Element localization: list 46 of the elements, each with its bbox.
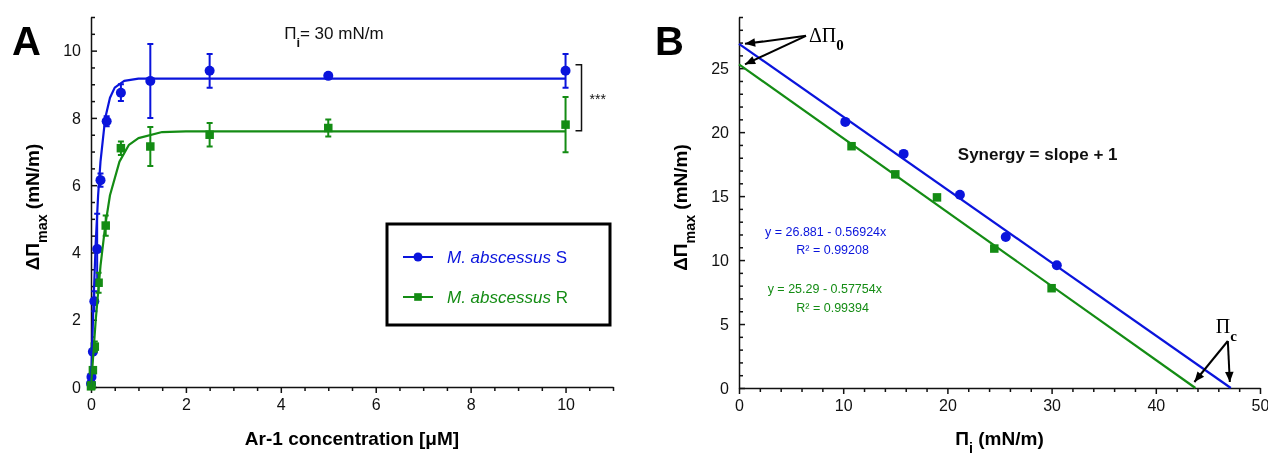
x-tick-label: 40 bbox=[1147, 397, 1166, 415]
annotation: R² = 0.99394 bbox=[796, 300, 869, 315]
y-tick-label: 25 bbox=[711, 59, 730, 77]
annotation: *** bbox=[589, 90, 607, 107]
x-tick-label: 50 bbox=[1251, 397, 1268, 415]
annotation: R² = 0.99208 bbox=[796, 243, 869, 258]
x-tick-label: 8 bbox=[466, 396, 476, 414]
point bbox=[146, 142, 155, 151]
y-tick-label: 0 bbox=[720, 379, 730, 397]
x-tick-label: 10 bbox=[557, 396, 576, 414]
y-tick-label: 8 bbox=[72, 109, 82, 127]
y-tick-label: 20 bbox=[711, 123, 730, 141]
y-tick-label: 10 bbox=[63, 42, 82, 60]
y-tick-label: 2 bbox=[72, 311, 82, 329]
x-axis-title: Ar-1 concentration [μM] bbox=[244, 428, 460, 449]
x-tick-label: 30 bbox=[1043, 397, 1062, 415]
y-tick-label: 10 bbox=[711, 251, 730, 269]
point bbox=[560, 65, 571, 76]
legend-label: M. abscessus S bbox=[447, 248, 567, 267]
point bbox=[561, 120, 570, 129]
x-tick-label: 4 bbox=[276, 396, 286, 414]
point bbox=[204, 65, 215, 76]
x-tick-label: 20 bbox=[939, 397, 957, 415]
point bbox=[932, 193, 942, 202]
x-axis-title: Π$_{i}$ (mN/m) bbox=[955, 428, 1044, 453]
annotation: y = 25.29 - 0.57754x bbox=[767, 282, 883, 297]
y-tick-label: 0 bbox=[72, 378, 82, 396]
annotation: Π$_{c}$ bbox=[1215, 315, 1238, 344]
y-tick-label: 6 bbox=[72, 176, 82, 194]
point bbox=[115, 87, 126, 98]
y-tick-label: 4 bbox=[72, 244, 82, 262]
annotation: Synergy = slope + 1 bbox=[957, 144, 1118, 164]
y-tick-label: 15 bbox=[711, 187, 730, 205]
x-tick-label: 6 bbox=[371, 396, 381, 414]
point bbox=[1000, 232, 1011, 243]
legend-label: M. abscessus R bbox=[447, 288, 568, 307]
chart-title: A bbox=[12, 19, 41, 63]
chart-title: B bbox=[655, 19, 684, 63]
x-tick-label: 2 bbox=[181, 396, 191, 414]
x-tick-label: 0 bbox=[87, 396, 97, 414]
x-tick-label: 10 bbox=[834, 397, 853, 415]
y-tick-label: 5 bbox=[720, 315, 730, 333]
x-tick-label: 0 bbox=[735, 397, 745, 415]
annotation: Π$_{i}$= 30 mN/m bbox=[284, 24, 384, 50]
annotation: ΔΠ$_{0}$ bbox=[809, 23, 844, 53]
annotation: y = 26.881 - 0.56924x bbox=[765, 224, 888, 239]
